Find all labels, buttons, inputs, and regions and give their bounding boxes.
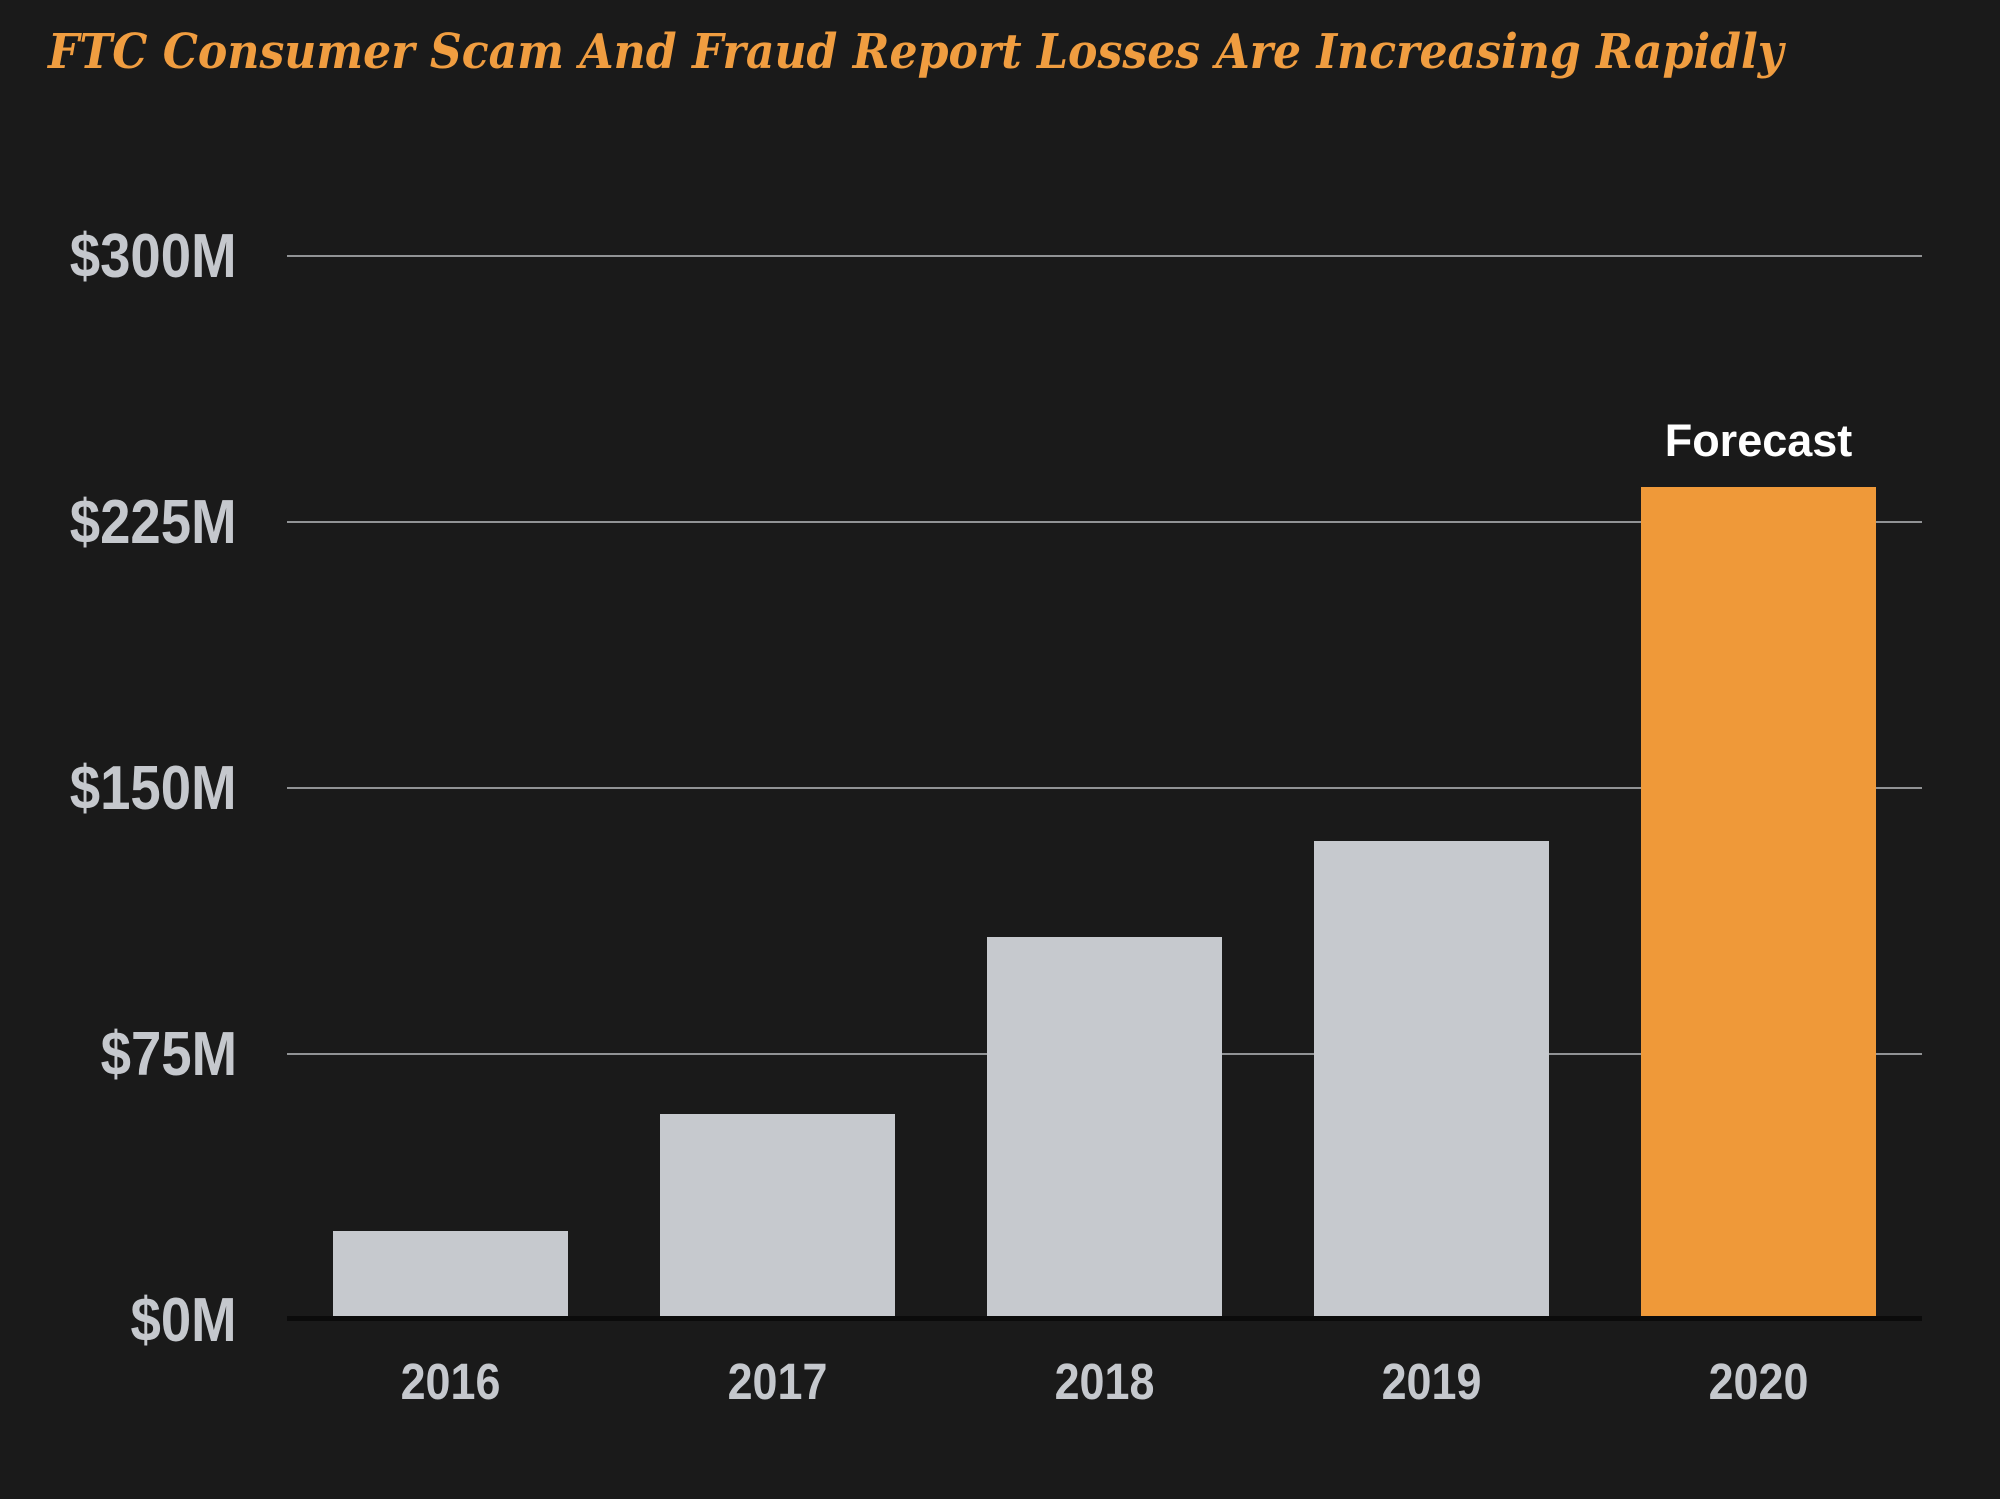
x-tick-label-2020: 2020 — [1708, 1352, 1809, 1410]
forecast-annotation: Forecast — [1664, 414, 1853, 466]
y-tick-label-300m: $300M — [70, 221, 237, 291]
x-tick-label-2017: 2017 — [727, 1352, 828, 1410]
bar-2019 — [1314, 841, 1549, 1320]
gridline-300m — [287, 255, 1922, 257]
bar-2020 — [1641, 486, 1876, 1320]
bar-2017 — [660, 1114, 895, 1320]
bar-2016 — [333, 1231, 568, 1320]
x-tick-label-2019: 2019 — [1381, 1352, 1482, 1410]
x-tick-label-2016: 2016 — [400, 1352, 501, 1410]
gridline-225m — [287, 521, 1922, 523]
y-tick-label-150m: $150M — [70, 753, 237, 823]
y-tick-label-75m: $75M — [100, 1019, 237, 1089]
chart-title: FTC Consumer Scam And Fraud Report Losse… — [48, 24, 1784, 80]
x-axis-line — [287, 1316, 1922, 1321]
bar-2018 — [987, 936, 1222, 1320]
x-tick-label-2018: 2018 — [1054, 1352, 1155, 1410]
y-tick-label-225m: $225M — [70, 487, 237, 557]
gridline-150m — [287, 787, 1922, 789]
y-tick-label-0m: $0M — [130, 1285, 237, 1355]
